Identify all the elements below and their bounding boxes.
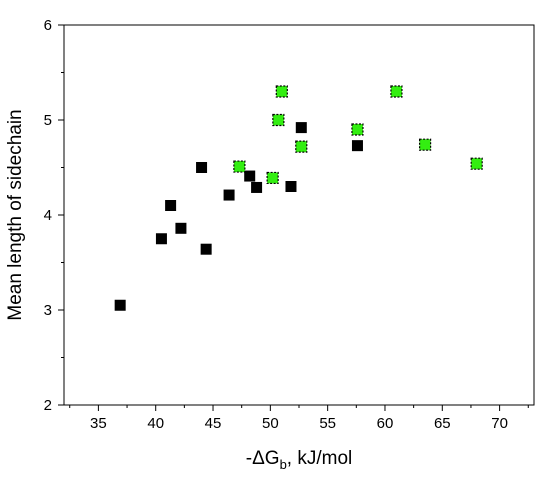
data-point-series-1 <box>175 222 187 234</box>
x-tick-label: 65 <box>434 415 451 432</box>
x-tick-label: 70 <box>491 415 508 432</box>
data-point-series-1 <box>295 122 307 134</box>
x-tick-label: 50 <box>262 415 279 432</box>
x-tick-label: 60 <box>377 415 394 432</box>
y-axis-title: Mean length of sidechain <box>5 109 26 320</box>
data-point-series-1 <box>351 140 363 152</box>
x-tick-label: 40 <box>147 415 164 432</box>
data-point-series-2 <box>295 140 308 153</box>
data-point-series-1 <box>114 299 126 311</box>
data-point-series-1 <box>251 181 263 193</box>
data-point-series-2 <box>470 157 483 170</box>
axis-ticks <box>58 24 529 411</box>
data-point-series-1 <box>165 200 177 211</box>
data-point-series-2 <box>351 123 364 136</box>
data-point-series-2 <box>390 85 403 98</box>
data-point-series-2 <box>266 171 279 185</box>
data-point-series-1 <box>244 170 256 182</box>
data-point-series-1 <box>223 189 235 201</box>
y-tick-label: 2 <box>44 397 52 414</box>
y-tick-label: 3 <box>44 302 52 319</box>
data-point-series-2 <box>272 113 285 127</box>
y-tick-label: 6 <box>44 17 52 34</box>
data-point-series-1 <box>196 162 208 173</box>
y-tick-label: 5 <box>44 112 52 129</box>
y-tick-label: 4 <box>44 207 52 224</box>
x-tick-label: 35 <box>90 415 107 432</box>
data-markers <box>114 85 483 311</box>
data-point-series-1 <box>285 181 297 192</box>
plot-area <box>63 24 535 406</box>
x-tick-label: 45 <box>205 415 222 432</box>
data-point-series-2 <box>275 85 288 98</box>
x-tick-label: 55 <box>319 415 336 432</box>
data-point-series-2 <box>418 138 432 151</box>
x-axis-title: -ΔGb, kJ/mol <box>246 448 353 472</box>
data-point-series-1 <box>200 243 212 255</box>
data-point-series-2 <box>233 160 246 173</box>
data-point-series-1 <box>155 233 167 245</box>
